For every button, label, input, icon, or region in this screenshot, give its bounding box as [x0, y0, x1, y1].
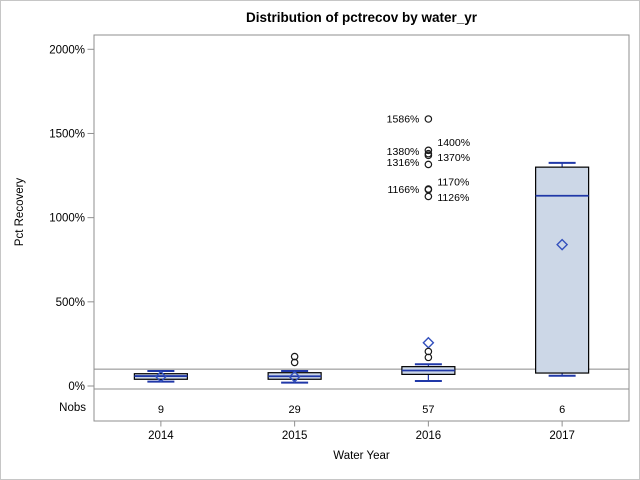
mean-diamond: [288, 370, 301, 383]
chart-title: Distribution of pctrecov by water_yr: [245, 10, 478, 25]
nobs-value: 9: [158, 404, 164, 416]
mean-diamond: [422, 336, 435, 349]
y-tick-label: 2000%: [49, 44, 85, 56]
outlier-label: 1170%: [437, 177, 469, 189]
outlier-label: 1586%: [387, 113, 420, 125]
mean-diamond: [556, 238, 569, 251]
nobs-value: 6: [559, 404, 565, 416]
x-tick-label: 2017: [549, 430, 575, 442]
box-2017: [535, 166, 590, 374]
outlier-marker: [424, 149, 433, 158]
x-tick-label: 2015: [282, 430, 308, 442]
outlier-label: 1126%: [437, 192, 469, 204]
outlier-label: 1316%: [387, 157, 420, 169]
y-tick-label: 0%: [68, 381, 85, 393]
x-tick-label: 2016: [416, 430, 442, 442]
nobs-value: 29: [289, 404, 301, 416]
y-tick-label: 500%: [56, 297, 85, 309]
x-tick-label: 2014: [148, 430, 174, 442]
outlier-label: 1166%: [387, 184, 419, 196]
outlier-marker: [424, 146, 433, 155]
outlier-marker: [290, 352, 299, 361]
outlier-label: 1400%: [437, 137, 470, 149]
y-tick-label: 1000%: [49, 213, 85, 225]
plot-panel-border: [93, 34, 630, 422]
mean-diamond: [154, 370, 167, 383]
y-tick-label: 1500%: [49, 128, 85, 140]
outlier-marker: [424, 347, 433, 356]
nobs-row-label: Nobs: [59, 402, 86, 414]
x-axis-title: Water Year: [333, 450, 390, 462]
nobs-value: 57: [422, 404, 434, 416]
outlier-marker: [424, 160, 433, 169]
outlier-label: 1380%: [387, 146, 420, 158]
outlier-marker: [424, 115, 433, 123]
outlier-marker: [424, 192, 433, 201]
outlier-marker: [424, 185, 433, 193]
outlier-label: 1370%: [437, 152, 470, 164]
